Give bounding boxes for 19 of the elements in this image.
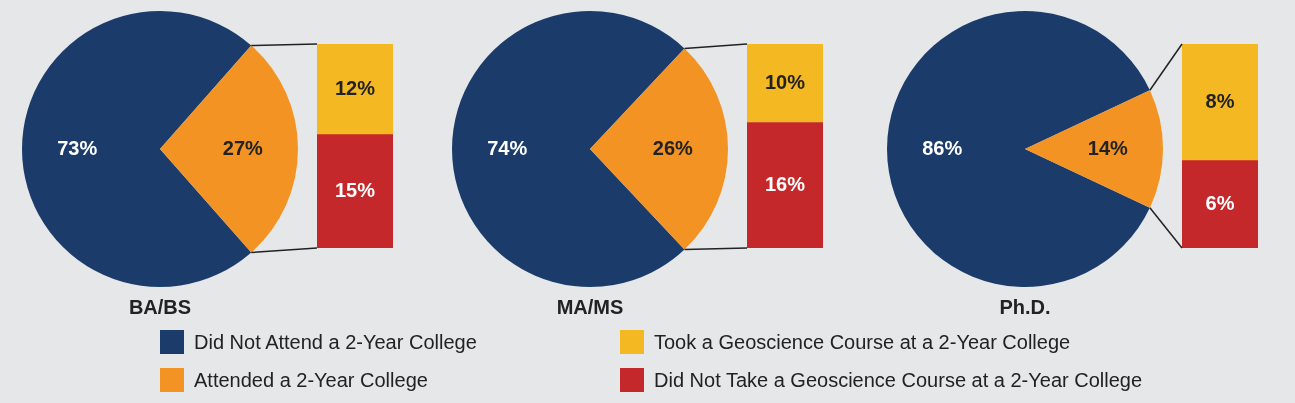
data-label: 14% [1087,136,1129,159]
legend-label: Did Not Take a Geoscience Course at a 2-Year College [654,368,1143,392]
data-label: 27% [222,136,264,159]
data-label: 16% [764,172,806,195]
legend-label: Took a Geoscience Course at a 2-Year College [654,330,1071,354]
legend-label: Did Not Attend a 2-Year College [194,330,477,354]
text: Ph.D. [999,295,1051,318]
data-label: 26% [652,136,694,159]
data-label: 8% [1205,89,1235,112]
data-label: 73% [57,136,98,159]
data-label: 12% [334,76,376,99]
text: BA/BS [128,295,192,318]
data-label: 74% [487,136,528,159]
data-label: 6% [1205,191,1235,214]
data-label: 86% [922,136,963,159]
data-label: 10% [764,70,806,93]
text: MA/MS [556,295,624,318]
legend-label: Attended a 2-Year College [194,368,428,392]
data-label: 15% [334,178,376,201]
